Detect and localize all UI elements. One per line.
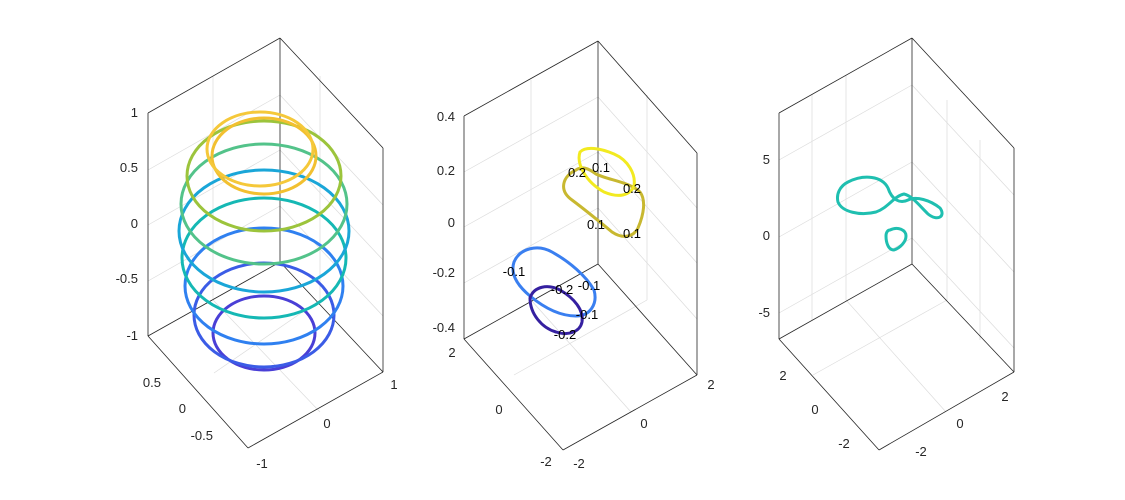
subplot-2-contour-label-3: 0.2 [623,181,641,196]
subplot-3-x-tick-2: 0 [956,416,963,431]
subplot-2-contour-label-1: 0.1 [592,160,610,175]
subplot-3-curve-small [884,226,908,252]
subplot-2-contour-labels: 0.1 0.2 0.2 0.1 0.1 -0.1 -0.2 -0.1 -0.1 … [503,160,641,342]
subplot-3-x-tick-1: -2 [915,444,927,459]
subplot-1-z-tick-4: -0.5 [116,271,138,286]
subplot-1-z-ticks: 1 0.5 0 -0.5 -1 [116,105,138,343]
subplot-2-x-tick-1: -2 [573,456,585,471]
subplot-2-contour-label-8: -0.1 [578,278,600,293]
subplot-1-z-tick-3: 0 [131,216,138,231]
subplot-2-contour-label-5: 0.1 [623,226,641,241]
subplot-3: 5 0 -5 2 0 -2 -2 0 2 [758,37,1015,459]
subplot-2-contour-label-4: 0.1 [587,217,605,232]
subplot-1-y-tick-2: 0 [179,401,186,416]
subplot-1-x-tick-2: 1 [390,377,397,392]
subplot-1-circles [177,110,351,372]
subplot-1-x-tick-1: 0 [323,416,330,431]
subplot-2-x-ticks: -2 0 2 [573,377,714,471]
subplot-3-curve-main [836,175,944,220]
subplot-3-y-ticks: 2 0 -2 [779,368,849,451]
subplot-2-z-tick-4: -0.2 [433,265,455,280]
subplot-2-contour-neg-outer [511,246,597,318]
subplot-2-x-tick-2: 0 [640,416,647,431]
subplot-1-circle-2 [192,261,336,369]
subplot-2-z-ticks: 0.4 0.2 0 -0.2 -0.4 [433,109,455,335]
subplot-2-contour-label-6: -0.1 [503,264,525,279]
subplot-3-z-tick-3: -5 [758,305,770,320]
subplot-3-x-tick-3: 2 [1001,389,1008,404]
subplot-3-x-ticks: -2 0 2 [915,389,1008,459]
subplot-2-contour-label-7: -0.2 [551,282,573,297]
subplot-1-x-ticks: 0 1 [323,377,397,431]
subplot-3-y-tick-1: 2 [779,368,786,383]
subplot-3-y-tick-3: -2 [838,436,850,451]
subplot-2-contour-label-10: -0.2 [554,327,576,342]
subplot-1-circle-7 [185,119,343,233]
subplot-1-circle-5 [177,168,351,294]
subplot-2-z-tick-5: -0.4 [433,320,455,335]
subplot-3-grid [778,75,1015,413]
subplot-3-z-tick-1: 5 [763,152,770,167]
subplot-2-contour-label-2: 0.2 [568,165,586,180]
subplot-2-contour-neg-inner [528,285,584,336]
subplot-2-box [463,40,698,451]
subplot-1-z-tick-5: -1 [126,328,138,343]
subplot-2-y-tick-2: 0 [495,402,502,417]
subplot-3-y-tick-2: 0 [811,402,818,417]
subplot-3-box [778,37,1015,451]
subplot-1-circle-8 [210,116,318,196]
subplot-2-y-tick-3: -2 [540,454,552,469]
subplot-1: 1 0.5 0 -0.5 -1 0.5 0 -0.5 -1 0 1 [116,37,398,471]
subplot-2-z-tick-1: 0.4 [437,109,455,124]
subplot-1-circle-3 [183,226,345,346]
subplot-1-circle-4 [180,196,348,320]
subplot-2-contour-pos-outer [562,166,646,238]
subplot-2-contour-pos-inner [577,146,636,197]
subplot-1-circle-1 [211,294,317,372]
subplot-2-z-tick-2: 0.2 [437,163,455,178]
subplot-3-z-ticks: 5 0 -5 [758,152,770,320]
subplot-3-z-tick-2: 0 [763,228,770,243]
subplot-1-z-tick-1: 1 [131,105,138,120]
subplot-2: 0.1 0.2 0.2 0.1 0.1 -0.1 -0.2 -0.1 -0.1 … [433,40,715,471]
subplot-1-y-tick-1: 0.5 [143,375,161,390]
subplot-1-y-tick-4: -1 [256,456,268,471]
subplot-1-y-tick-3: -0.5 [191,428,213,443]
subplot-2-x-tick-3: 2 [707,377,714,392]
subplot-2-grid [463,80,698,413]
subplot-2-contour-label-9: -0.1 [576,307,598,322]
subplot-1-z-tick-2: 0.5 [120,160,138,175]
subplot-2-contours [511,146,646,336]
subplot-1-circle-9 [205,110,315,188]
subplot-2-y-tick-1: 2 [448,345,455,360]
subplot-1-box [147,37,384,449]
subplot-2-z-tick-3: 0 [448,215,455,230]
subplot-1-y-ticks: 0.5 0 -0.5 -1 [143,375,268,471]
subplot-3-curves [836,175,944,252]
subplot-2-y-ticks: 2 0 -2 [448,345,551,469]
subplot-1-circle-6 [179,142,349,266]
